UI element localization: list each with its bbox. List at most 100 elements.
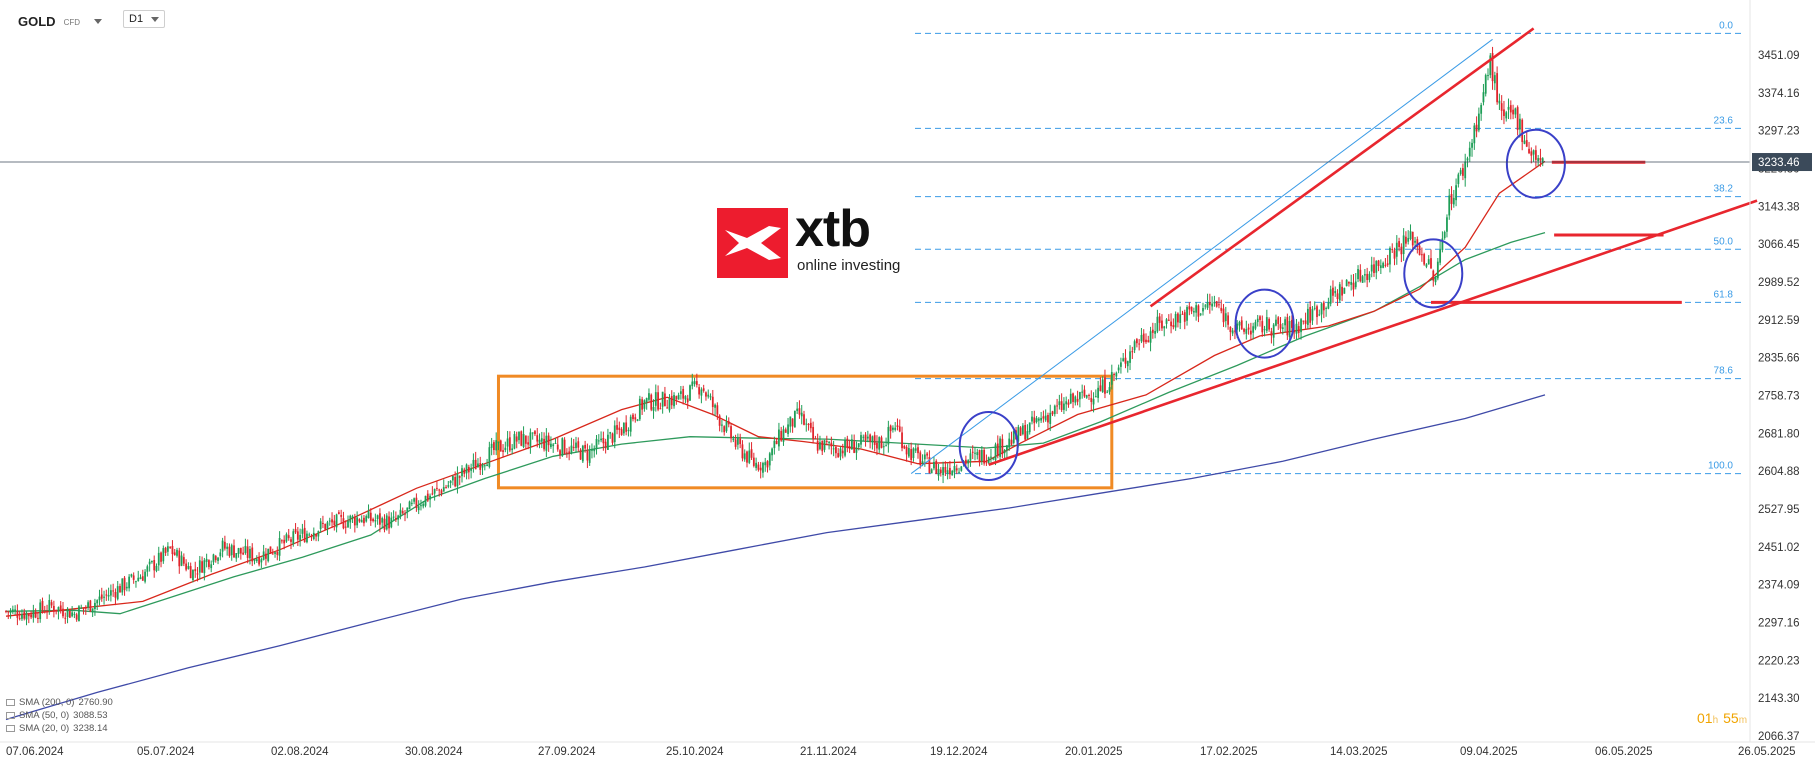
candle-body	[664, 393, 666, 407]
candle-body	[693, 381, 696, 385]
candle-body	[604, 441, 607, 449]
candle-body	[344, 526, 347, 528]
candle-body	[114, 591, 117, 598]
current-price-label: 3233.46	[1758, 157, 1800, 169]
candle-body	[1514, 108, 1517, 115]
timeframe-selector[interactable]: D1	[123, 10, 165, 28]
candle-body	[1227, 315, 1229, 325]
candle-body	[130, 574, 133, 577]
candle-body	[454, 476, 457, 487]
candle-body	[429, 495, 431, 500]
time-tick-label: 19.12.2024	[930, 746, 988, 758]
candle-body	[32, 610, 35, 618]
price-tick-label: 3451.09	[1758, 50, 1800, 62]
candle-body	[75, 614, 78, 620]
candle-body	[1325, 307, 1328, 309]
candle-body	[1336, 293, 1339, 300]
indicator-row[interactable]: SMA (200, 0) 2760.90	[6, 696, 113, 709]
candle-body	[771, 448, 773, 456]
candle-body	[759, 467, 762, 471]
indicator-row[interactable]: SMA (20, 0) 3238.14	[6, 722, 113, 735]
candle-body	[666, 407, 669, 409]
candle-body	[1017, 426, 1020, 442]
candle-body	[431, 493, 434, 495]
candle-body	[823, 440, 826, 450]
candle-body	[1047, 414, 1049, 423]
candle-body	[1354, 281, 1357, 288]
candle-body	[990, 456, 992, 458]
candle-body	[1099, 385, 1102, 392]
candle-body	[461, 468, 463, 477]
candle-body	[1238, 321, 1241, 326]
candle-body	[353, 517, 356, 526]
candle-body	[68, 610, 71, 618]
candle-body	[1170, 321, 1172, 327]
candle-body	[1167, 319, 1170, 321]
candle-body	[1281, 327, 1284, 329]
symbol-name: GOLD	[18, 13, 56, 29]
candle-body	[1332, 287, 1334, 296]
candle-body	[960, 466, 963, 471]
candle-body	[1183, 312, 1186, 322]
current-price-tag	[1752, 153, 1812, 172]
candle-body	[1477, 113, 1480, 131]
candle-body	[1382, 262, 1385, 268]
candle-body	[581, 445, 584, 462]
candle-body	[659, 408, 662, 410]
indicator-icon	[6, 725, 15, 732]
indicator-row[interactable]: SMA (50, 0) 3088.53	[6, 709, 113, 722]
candle-body	[926, 453, 929, 456]
candle-body	[267, 548, 270, 562]
candle-body	[319, 521, 322, 529]
highlight-circle	[1234, 288, 1295, 359]
candle-body	[180, 555, 183, 566]
candle-body	[1430, 258, 1432, 269]
candle-body	[1528, 148, 1530, 154]
candle-body	[280, 540, 283, 542]
candle-body	[322, 522, 324, 524]
candle-body	[812, 426, 815, 440]
candle-body	[1448, 195, 1451, 216]
candle-body	[160, 552, 162, 562]
candle-body	[716, 405, 719, 415]
candle-body	[221, 540, 224, 552]
candle-body	[527, 442, 530, 445]
time-tick-label: 05.07.2024	[137, 746, 195, 758]
candle-body	[1541, 158, 1544, 163]
fib-level-label: 0.0	[1719, 20, 1733, 31]
candle-body	[1400, 246, 1403, 255]
candle-body	[1177, 313, 1179, 323]
candle-body	[308, 534, 311, 536]
candle-body	[1416, 239, 1419, 247]
candle-body	[645, 398, 648, 403]
fib-level-label: 38.2	[1714, 184, 1734, 195]
candle-body	[1202, 308, 1204, 312]
candle-body	[748, 450, 751, 463]
candle-body	[1060, 401, 1063, 410]
candle-body	[691, 381, 694, 387]
candle-body	[819, 442, 821, 450]
price-tick-label: 2066.37	[1758, 731, 1800, 743]
candle-body	[123, 577, 126, 591]
candle-body	[397, 515, 400, 520]
candle-body	[11, 609, 14, 613]
candle-body	[515, 436, 518, 442]
candle-body	[46, 611, 48, 613]
candle-body	[1012, 430, 1015, 443]
fib-level-label: 23.6	[1714, 115, 1734, 126]
symbol-selector[interactable]: GOLD CFD	[18, 10, 103, 32]
candle-body	[689, 385, 691, 401]
price-tick-label: 2220.23	[1758, 655, 1800, 667]
candle-body	[296, 531, 299, 540]
candle-body	[465, 464, 468, 474]
candle-body	[739, 438, 742, 445]
price-tick-label: 3297.23	[1758, 126, 1800, 138]
candle-body	[518, 431, 520, 441]
candle-body	[426, 493, 429, 501]
candle-body	[1218, 304, 1220, 306]
candle-body	[1366, 273, 1369, 280]
candle-body	[711, 396, 714, 408]
candle-body	[506, 438, 509, 447]
candle-body	[579, 449, 582, 460]
